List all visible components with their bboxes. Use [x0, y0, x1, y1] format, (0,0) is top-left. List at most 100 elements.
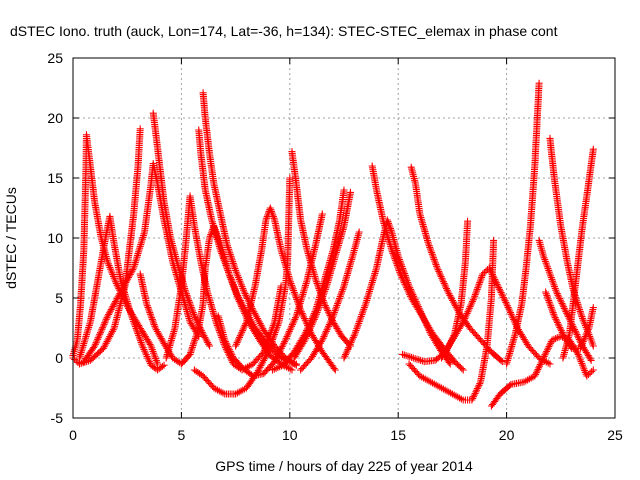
data-point — [542, 357, 544, 359]
data-point — [371, 165, 373, 167]
x-tick-label: 20 — [499, 427, 515, 443]
data-point — [341, 335, 343, 337]
data-point — [163, 201, 165, 203]
data-point — [189, 195, 191, 197]
data-point — [514, 333, 516, 335]
x-tick-label: 25 — [607, 427, 623, 443]
data-point — [243, 291, 245, 293]
data-point — [217, 315, 219, 317]
data-point — [586, 195, 588, 197]
data-point — [219, 243, 221, 245]
data-point — [202, 92, 204, 94]
data-point — [315, 315, 317, 317]
data-point — [141, 345, 143, 347]
data-point — [562, 357, 564, 359]
y-tick-label: 10 — [47, 230, 63, 246]
series-26 — [535, 236, 595, 364]
series-22 — [405, 236, 498, 404]
data-point — [263, 351, 265, 353]
data-point — [185, 291, 187, 293]
data-point — [408, 363, 410, 365]
data-point — [211, 219, 213, 221]
data-point — [263, 329, 265, 331]
data-point — [490, 351, 492, 353]
data-point — [180, 285, 182, 287]
y-tick-label: 15 — [47, 170, 63, 186]
data-point — [490, 405, 492, 407]
data-point — [189, 353, 191, 355]
data-point — [204, 189, 206, 191]
data-point — [271, 369, 273, 371]
data-point — [224, 339, 226, 341]
data-point — [486, 345, 488, 347]
data-point — [354, 333, 356, 335]
data-point — [412, 357, 414, 359]
data-point — [538, 82, 540, 84]
data-point — [295, 183, 297, 185]
x-tick-label: 0 — [69, 427, 77, 443]
series-3 — [76, 212, 168, 374]
data-point — [506, 363, 508, 365]
data-point — [330, 363, 332, 365]
data-point — [562, 333, 564, 335]
data-point — [542, 255, 544, 257]
data-point — [343, 357, 345, 359]
data-point — [137, 165, 139, 167]
series-markers — [503, 79, 543, 368]
data-point — [386, 219, 388, 221]
data-point — [321, 339, 323, 341]
data-point — [152, 112, 154, 114]
data-point — [120, 291, 122, 293]
data-point — [150, 345, 152, 347]
data-point — [529, 225, 531, 227]
data-point — [83, 249, 85, 251]
data-point — [391, 231, 393, 233]
data-point — [209, 345, 211, 347]
data-point — [300, 219, 302, 221]
series-7 — [162, 192, 285, 374]
series-14 — [288, 148, 355, 350]
data-point — [441, 357, 443, 359]
y-axis-label: dSTEC / TECUs — [3, 187, 19, 289]
data-point — [200, 261, 202, 263]
data-point — [193, 315, 195, 317]
data-point — [284, 339, 286, 341]
data-point — [568, 333, 570, 335]
data-point — [291, 369, 293, 371]
data-point — [300, 309, 302, 311]
data-point — [421, 315, 423, 317]
data-point — [577, 261, 579, 263]
data-point — [180, 363, 182, 365]
data-point — [176, 261, 178, 263]
data-point — [510, 383, 512, 385]
data-point — [172, 261, 174, 263]
data-point — [588, 327, 590, 329]
data-point — [219, 213, 221, 215]
data-point — [581, 225, 583, 227]
data-point — [120, 279, 122, 281]
data-point — [534, 375, 536, 377]
data-point — [85, 165, 87, 167]
data-point — [432, 333, 434, 335]
data-point — [245, 321, 247, 323]
data-point — [289, 177, 291, 179]
data-point — [295, 315, 297, 317]
data-point — [300, 369, 302, 371]
data-point — [269, 355, 271, 357]
data-point — [224, 393, 226, 395]
data-point — [577, 353, 579, 355]
data-point — [553, 315, 555, 317]
data-point — [282, 364, 284, 366]
data-point — [172, 357, 174, 359]
data-point — [89, 359, 91, 361]
x-tick-label: 15 — [390, 427, 406, 443]
data-point — [436, 267, 438, 269]
data-point — [443, 347, 445, 349]
plot-frame — [72, 57, 616, 419]
data-point — [592, 345, 594, 347]
data-point — [391, 249, 393, 251]
data-point — [566, 261, 568, 263]
data-point — [89, 321, 91, 323]
data-point — [343, 189, 345, 191]
